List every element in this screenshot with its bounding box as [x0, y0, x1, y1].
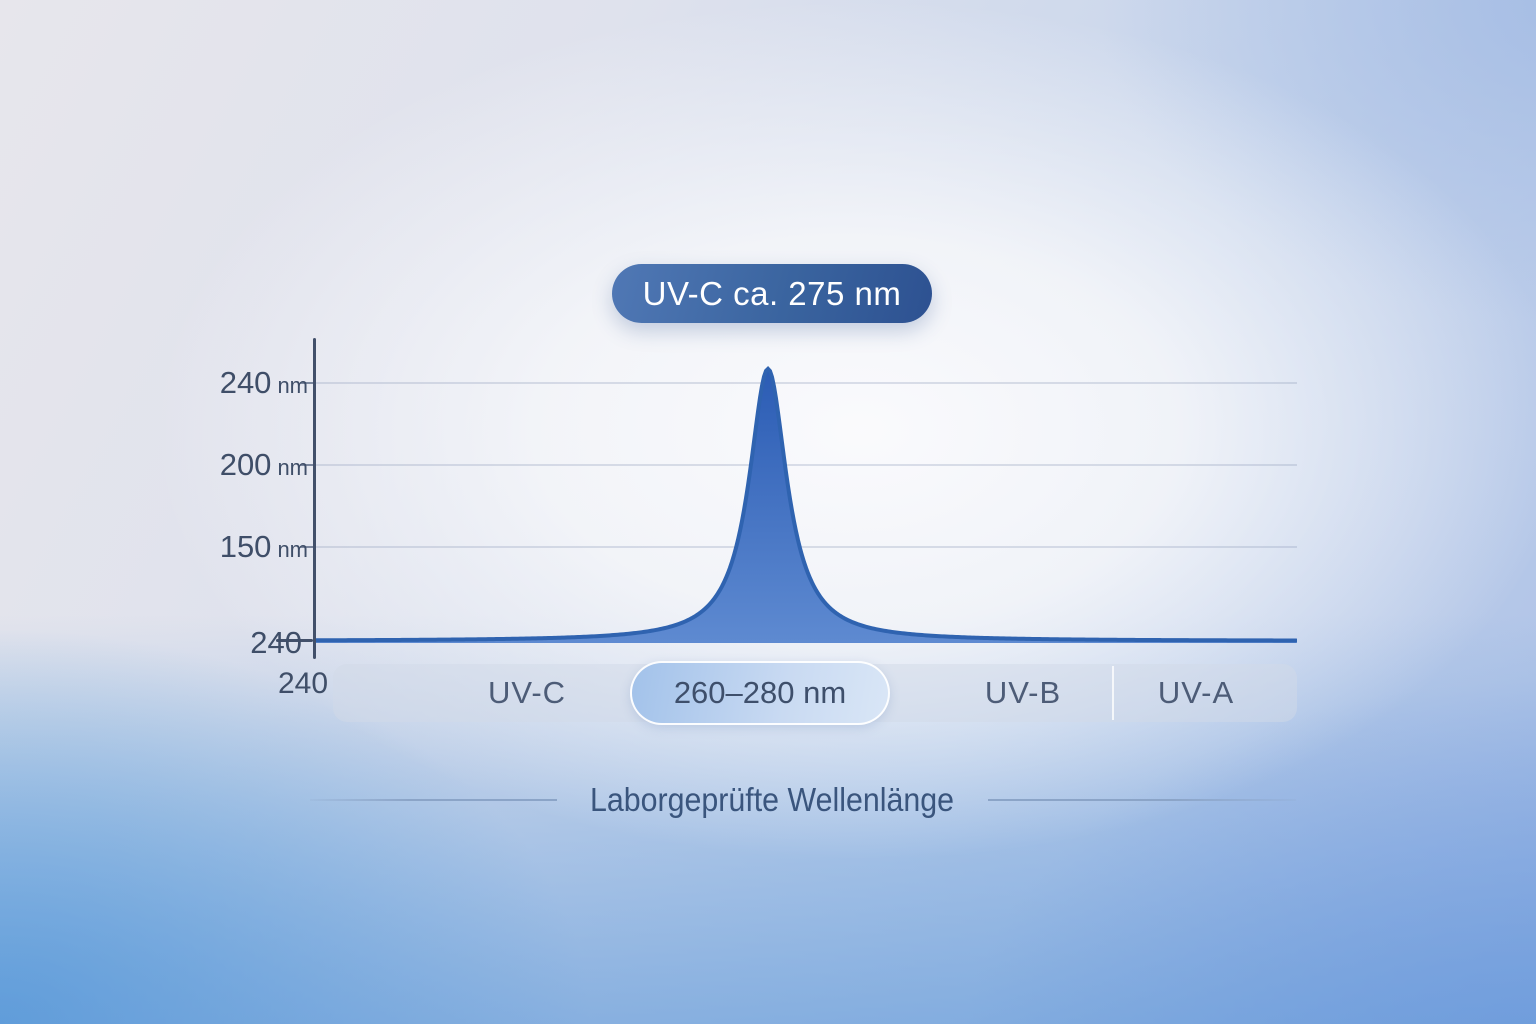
unit-label: nm	[277, 455, 308, 480]
range-pill-label: 260–280 nm	[673, 675, 847, 710]
band-label-uva: UV-A	[1157, 675, 1235, 710]
y-tick-label-150nm: 150 nm	[219, 529, 308, 564]
caption-line-left	[310, 799, 557, 801]
caption-title: Laborgeprüfte Wellenlänge	[589, 781, 955, 818]
unit-label: nm	[277, 373, 308, 398]
band-label-uvc: UV-C	[487, 675, 567, 710]
y-tick-label-baseline: 240	[250, 625, 302, 660]
spectrum-curve-svg	[316, 366, 1297, 643]
y-tick-label-240nm: 240 nm	[219, 365, 308, 400]
range-pill: 260–280 nm	[630, 661, 890, 725]
axis-tick	[300, 546, 313, 548]
axis-tick	[300, 464, 313, 466]
gridline-150nm	[316, 546, 1297, 548]
y-tick-label-200nm: 200 nm	[219, 447, 308, 482]
x-origin-label: 240	[278, 667, 329, 700]
band-label-uvb: UV-B	[984, 675, 1062, 710]
peak-dashed-line	[766, 329, 771, 667]
badge-label: UV-C ca. 275 nm	[642, 274, 902, 312]
y-axis-line	[313, 338, 316, 659]
gridline-200nm	[316, 464, 1297, 466]
spectrum-curve-line	[316, 366, 1297, 643]
wavelength-badge: UV-C ca. 275 nm	[612, 264, 932, 323]
caption-line-right	[988, 799, 1296, 801]
baseline-tick-dash	[276, 639, 313, 642]
spectrum-curve-fill	[316, 368, 1297, 643]
unit-label: nm	[277, 537, 308, 562]
gridline-240nm	[316, 382, 1297, 384]
band-divider	[1112, 666, 1114, 720]
axis-tick	[300, 382, 313, 384]
